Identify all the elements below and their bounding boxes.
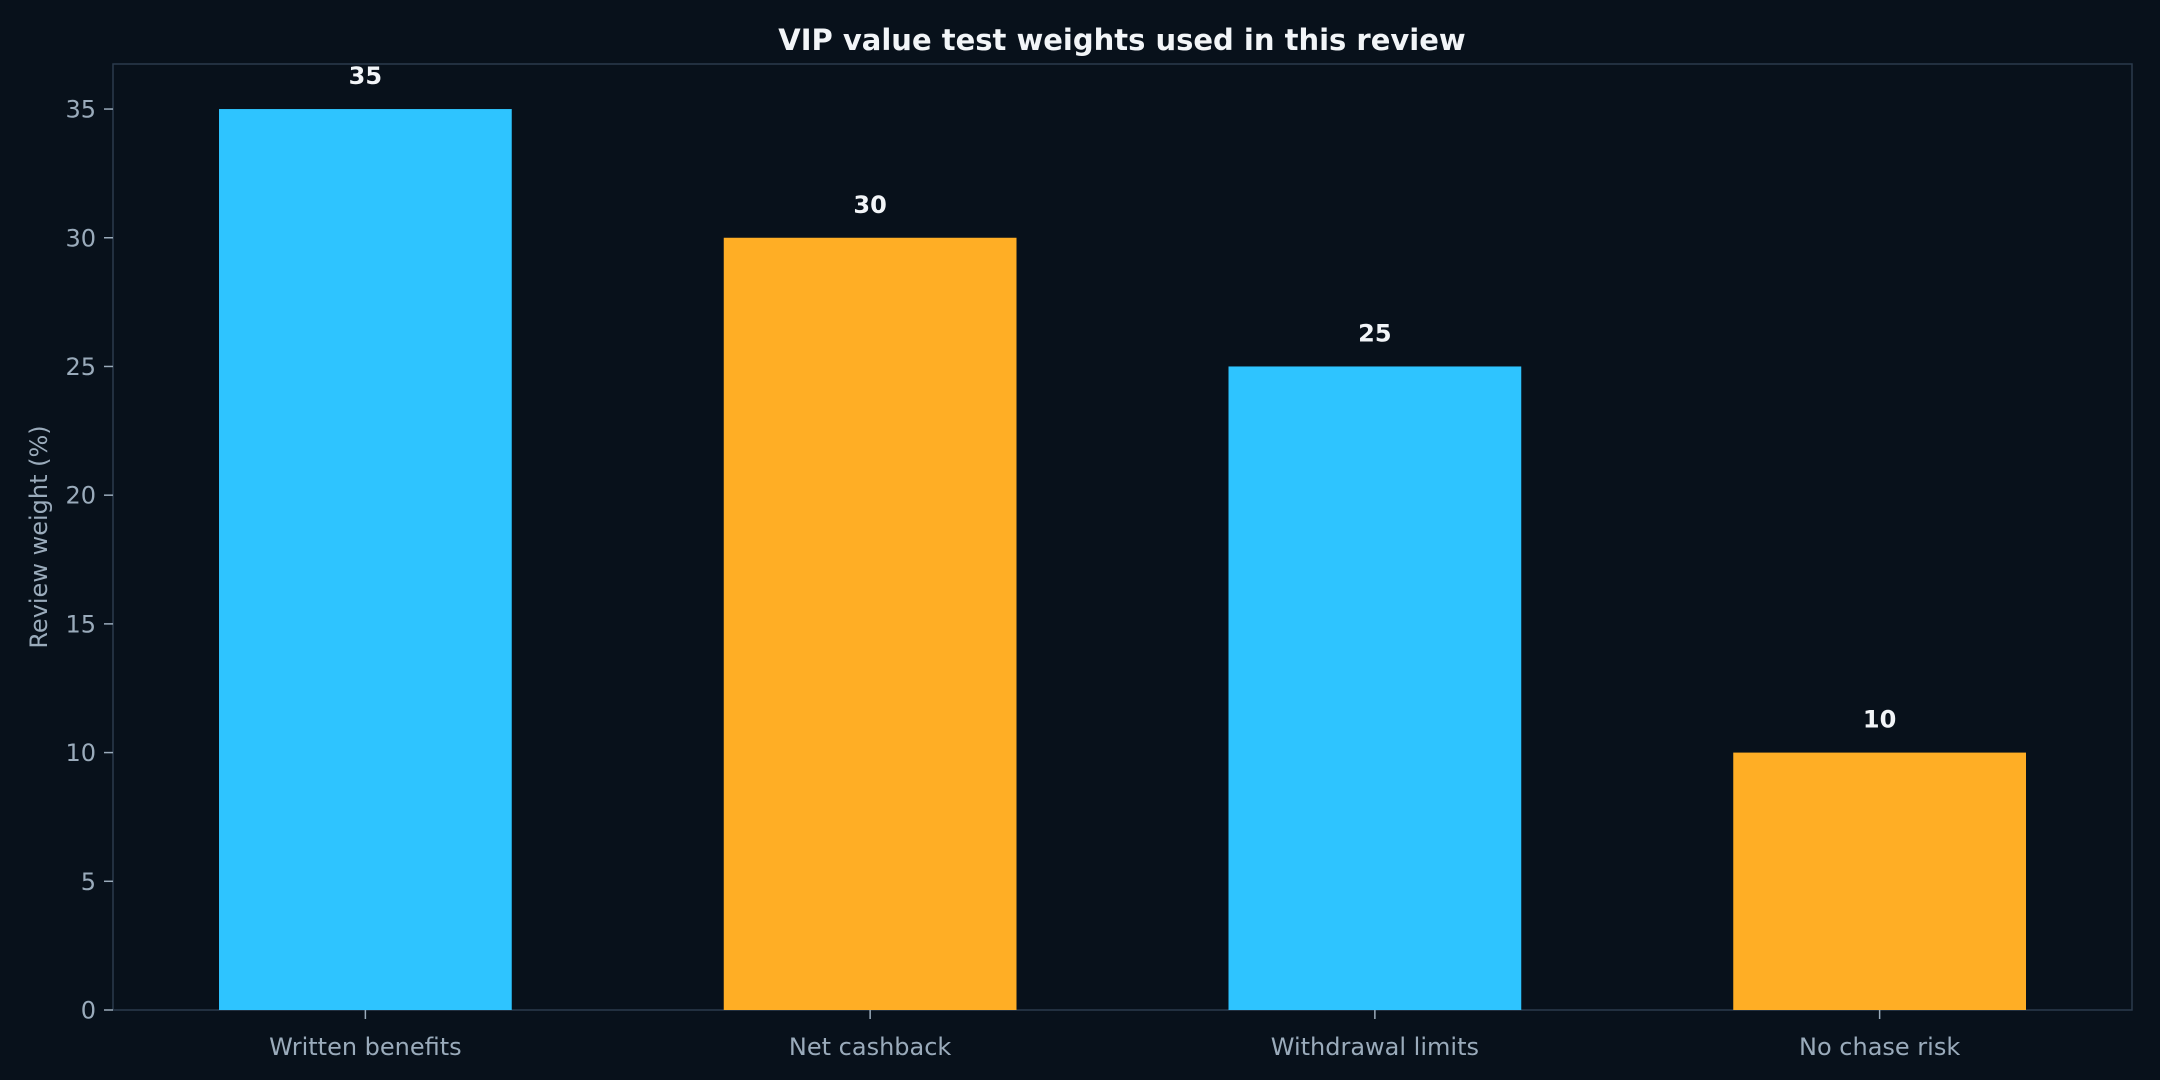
bar-value-label: 30 [853, 191, 886, 219]
bar [1228, 366, 1522, 1010]
bar-value-label: 10 [1863, 706, 1896, 734]
y-axis-label: Review weight (%) [25, 425, 53, 648]
y-tick-label: 10 [65, 739, 96, 767]
y-tick-label: 15 [65, 610, 96, 638]
x-tick-label: Written benefits [269, 1033, 462, 1061]
bars-group [218, 109, 2027, 1011]
y-tick-label: 5 [81, 868, 96, 896]
y-tick-label: 35 [65, 96, 96, 124]
bar-value-label: 35 [349, 62, 382, 90]
y-tick-label: 25 [65, 353, 96, 381]
bar [1733, 752, 2027, 1010]
x-tick-label: Withdrawal limits [1271, 1033, 1479, 1061]
x-tick-label: Net cashback [789, 1033, 952, 1061]
bar [723, 237, 1017, 1010]
y-tick-label: 20 [65, 482, 96, 510]
bar [218, 109, 512, 1011]
plot-frame [112, 63, 2133, 1011]
value-labels-group: 35 30 25 10 [349, 62, 1897, 734]
y-tick-label: 0 [81, 997, 96, 1025]
x-tick-label: No chase risk [1799, 1033, 1960, 1061]
y-axis: 0 5 10 15 20 25 30 35 [65, 96, 113, 1025]
chart-title: VIP value test weights used in this revi… [778, 23, 1465, 57]
bar-value-label: 25 [1358, 319, 1391, 347]
y-tick-label: 30 [65, 224, 96, 252]
x-axis: Written benefits Net cashback Withdrawal l… [269, 1010, 1960, 1061]
